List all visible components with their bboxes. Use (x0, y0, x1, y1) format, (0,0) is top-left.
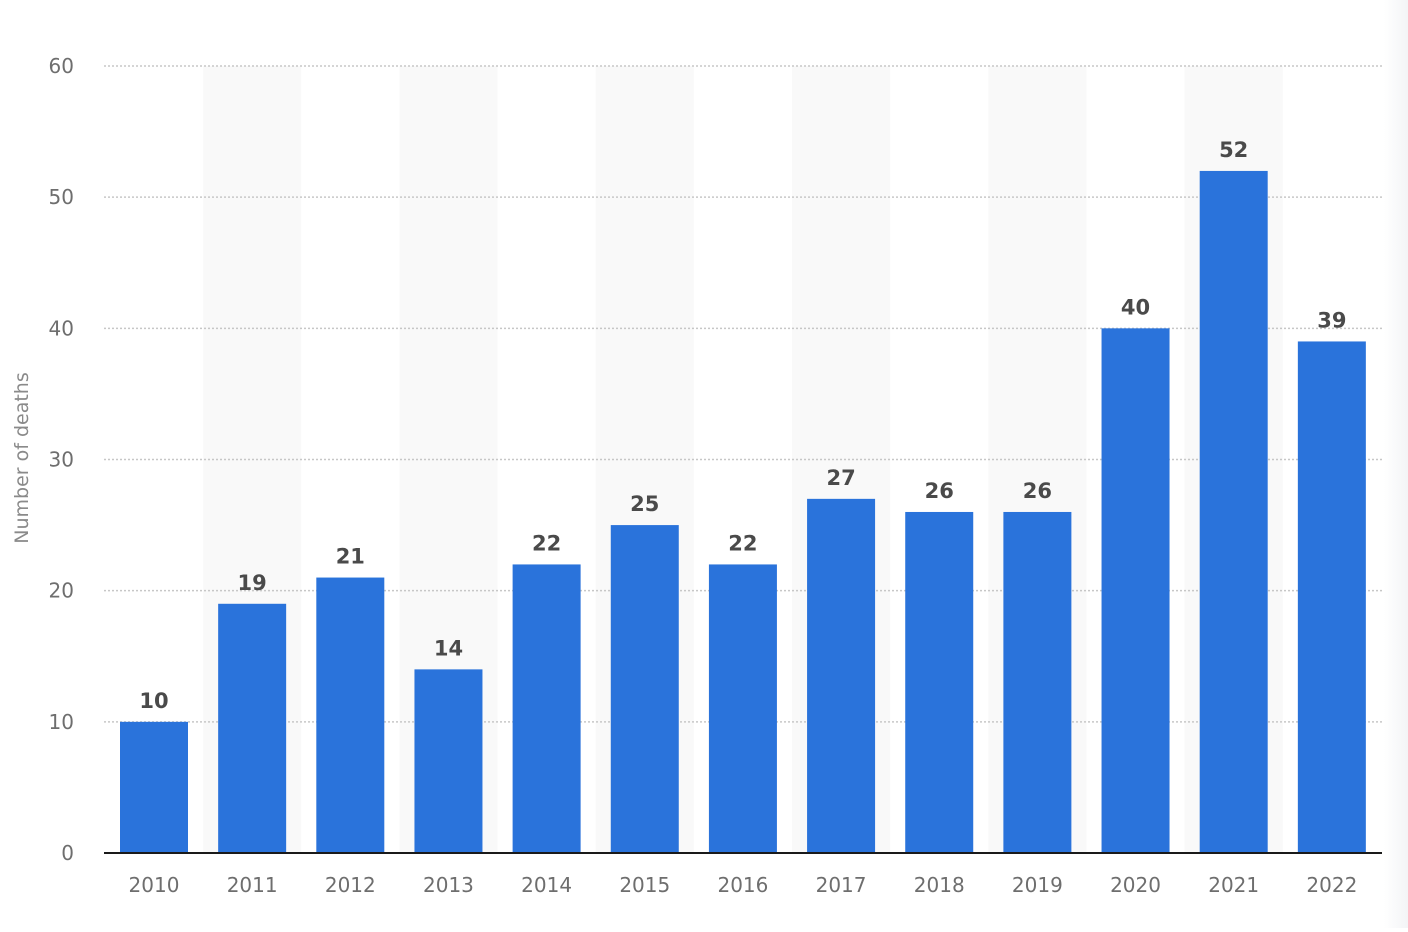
value-label: 52 (1219, 138, 1248, 162)
x-tick-label: 2010 (129, 873, 180, 897)
value-label: 26 (1023, 479, 1052, 503)
bar (218, 603, 287, 853)
y-tick-label: 50 (49, 185, 74, 209)
x-tick-label: 2014 (521, 873, 572, 897)
bar (905, 511, 974, 853)
bars (120, 170, 1366, 853)
bar (610, 525, 679, 853)
value-label: 27 (826, 466, 855, 490)
bar (512, 564, 581, 853)
bar (414, 669, 483, 853)
x-tick-label: 2011 (227, 873, 278, 897)
bar (807, 498, 876, 853)
y-tick-label: 40 (49, 316, 74, 340)
y-tick-label: 30 (49, 448, 74, 472)
bar (708, 564, 777, 853)
bar (316, 577, 385, 853)
x-tick-label: 2018 (914, 873, 965, 897)
x-tick-label: 2012 (325, 873, 376, 897)
value-label: 21 (336, 545, 365, 569)
value-labels: 10 19 21 14 22 25 22 27 26 26 40 52 39 (139, 138, 1346, 713)
y-axis-ticks: 0 10 20 30 40 50 60 (49, 54, 74, 865)
x-tick-label: 2020 (1110, 873, 1161, 897)
x-axis-ticks: 2010 2011 2012 2013 2014 2015 2016 2017 2018 2019… (129, 873, 1358, 897)
bar (1003, 511, 1072, 853)
y-tick-label: 10 (49, 710, 74, 734)
x-tick-label: 2022 (1306, 873, 1357, 897)
x-tick-label: 2021 (1208, 873, 1259, 897)
y-tick-label: 20 (49, 579, 74, 603)
y-tick-label: 0 (61, 841, 74, 865)
value-label: 22 (532, 531, 561, 555)
x-tick-label: 2019 (1012, 873, 1063, 897)
value-label: 39 (1317, 308, 1346, 332)
bar (1199, 170, 1268, 853)
y-axis-title: Number of deaths (11, 372, 33, 544)
value-label: 40 (1121, 295, 1150, 319)
bar (1101, 328, 1170, 853)
value-label: 10 (139, 689, 168, 713)
value-label: 26 (925, 479, 954, 503)
value-label: 14 (434, 636, 463, 660)
bar (120, 721, 188, 853)
value-label: 25 (630, 492, 659, 516)
value-label: 22 (728, 531, 757, 555)
x-tick-label: 2013 (423, 873, 474, 897)
y-tick-label: 60 (49, 54, 74, 78)
value-label: 19 (238, 571, 267, 595)
bar (1297, 341, 1366, 853)
scroll-edge-shade (1384, 0, 1408, 928)
x-tick-label: 2017 (816, 873, 867, 897)
x-tick-label: 2016 (717, 873, 768, 897)
x-tick-label: 2015 (619, 873, 670, 897)
